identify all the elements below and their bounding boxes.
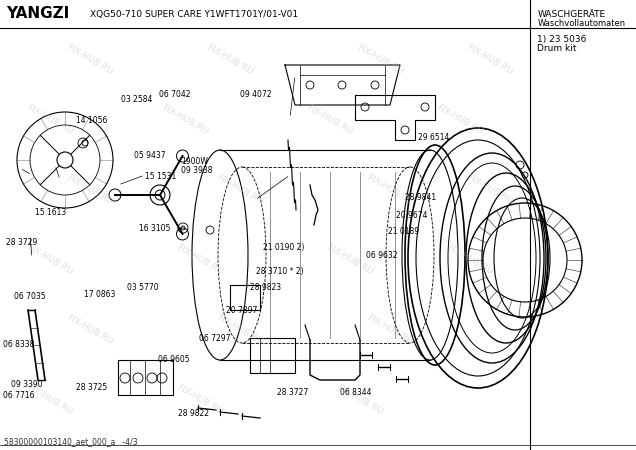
Text: FIX-HUB.RU: FIX-HUB.RU — [25, 103, 74, 137]
Text: Drum kit: Drum kit — [537, 44, 576, 53]
Text: FIX-HUB.RU: FIX-HUB.RU — [335, 383, 385, 417]
Text: 14 1056: 14 1056 — [76, 116, 107, 125]
Text: FIX-HUB.RU: FIX-HUB.RU — [356, 43, 404, 77]
Text: FIX-HUB.RU: FIX-HUB.RU — [216, 173, 265, 207]
Text: FIX-HUB.RU: FIX-HUB.RU — [66, 43, 114, 77]
Text: 21 0189: 21 0189 — [388, 227, 419, 236]
Text: 28 9822: 28 9822 — [178, 410, 209, 418]
Text: 1) 23 5036: 1) 23 5036 — [537, 35, 586, 44]
Text: 17 0863: 17 0863 — [84, 290, 115, 299]
Text: 28 3710 * 2): 28 3710 * 2) — [256, 267, 304, 276]
Text: FIX-HUB.RU: FIX-HUB.RU — [466, 43, 515, 77]
Text: FIX-HUB.RU: FIX-HUB.RU — [326, 243, 375, 277]
Text: 06 7716: 06 7716 — [3, 392, 35, 400]
Text: FIX-HUB.RU: FIX-HUB.RU — [205, 43, 254, 77]
Text: 06 7297: 06 7297 — [199, 334, 231, 343]
Text: 06 8338: 06 8338 — [3, 340, 34, 349]
Text: 09 3390: 09 3390 — [11, 380, 43, 389]
Text: 28 3727: 28 3727 — [277, 388, 308, 397]
Text: FIX-HUB.RU: FIX-HUB.RU — [436, 103, 485, 137]
Text: 28 3725: 28 3725 — [76, 382, 107, 392]
Text: 20 9674: 20 9674 — [396, 212, 427, 220]
Text: FIX-HUB.RU: FIX-HUB.RU — [176, 383, 225, 417]
Text: FIX-HUB.RU: FIX-HUB.RU — [66, 173, 114, 207]
Text: 09 3938: 09 3938 — [181, 166, 213, 175]
Text: 09 4072: 09 4072 — [240, 90, 272, 99]
Text: 03 5770: 03 5770 — [127, 283, 159, 292]
Text: 06 8344: 06 8344 — [340, 388, 372, 397]
Text: XQG50-710 SUPER CARE Y1WFT1701Y/01-V01: XQG50-710 SUPER CARE Y1WFT1701Y/01-V01 — [90, 9, 298, 18]
Text: 28 9823: 28 9823 — [250, 283, 281, 292]
Text: 06 9605: 06 9605 — [158, 356, 190, 364]
Text: 21 0190 2): 21 0190 2) — [263, 243, 304, 252]
Text: 58300000103140_aet_000_a   -4/3: 58300000103140_aet_000_a -4/3 — [4, 437, 137, 446]
Text: 1900W: 1900W — [181, 158, 208, 166]
Text: FIX-HUB.RU: FIX-HUB.RU — [445, 243, 495, 277]
Text: FIX-HUB.RU: FIX-HUB.RU — [25, 243, 74, 277]
Text: 16 3105: 16 3105 — [139, 224, 170, 233]
Text: FIX-HUB.RU: FIX-HUB.RU — [25, 383, 74, 417]
Text: 15 1531: 15 1531 — [145, 172, 176, 181]
Text: 15 1613: 15 1613 — [35, 208, 66, 217]
Text: FIX-HUB.RU: FIX-HUB.RU — [160, 103, 210, 137]
Text: 20 7897: 20 7897 — [226, 306, 257, 315]
Text: 06 9632: 06 9632 — [366, 251, 398, 260]
Text: 06 7035: 06 7035 — [14, 292, 46, 301]
Text: FIX-HUB.RU: FIX-HUB.RU — [216, 313, 265, 347]
Text: 03 2584: 03 2584 — [121, 94, 152, 104]
Text: FIX-HUB.RU: FIX-HUB.RU — [305, 103, 355, 137]
Text: 29 6514: 29 6514 — [418, 133, 450, 142]
Text: FIX-HUB.RU: FIX-HUB.RU — [66, 313, 114, 347]
Text: FIX-HUB.RU: FIX-HUB.RU — [366, 173, 415, 207]
Text: YANGZI: YANGZI — [6, 6, 69, 22]
Text: WASCHGERÄTE: WASCHGERÄTE — [538, 10, 606, 19]
Text: FIX-HUB.RU: FIX-HUB.RU — [466, 173, 515, 207]
Text: 28 9841: 28 9841 — [405, 193, 436, 202]
Text: FIX-HUB.RU: FIX-HUB.RU — [366, 313, 415, 347]
Text: FIX-HUB.RU: FIX-HUB.RU — [176, 243, 225, 277]
Text: 06 7042: 06 7042 — [159, 90, 191, 99]
Text: 28 3729: 28 3729 — [6, 238, 38, 247]
Text: 05 9437: 05 9437 — [134, 151, 165, 160]
Text: Waschvollautomaten: Waschvollautomaten — [538, 19, 626, 28]
